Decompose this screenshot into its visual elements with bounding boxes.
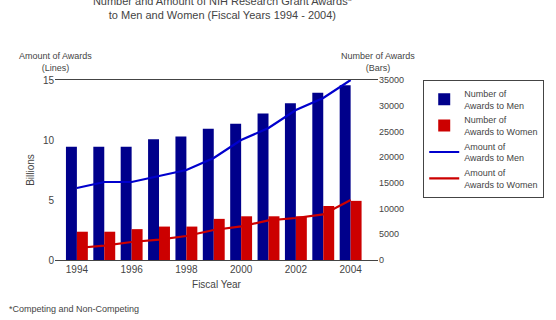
svg-text:15000: 15000	[379, 178, 404, 188]
svg-text:1996: 1996	[121, 264, 144, 275]
svg-text:10: 10	[43, 135, 55, 146]
svg-text:1998: 1998	[175, 264, 198, 275]
svg-text:2002: 2002	[285, 264, 308, 275]
svg-text:0: 0	[48, 255, 54, 266]
svg-text:Billions: Billions	[25, 154, 36, 186]
svg-text:2000: 2000	[230, 264, 253, 275]
svg-text:Amount of Awards(Lines): Amount of Awards(Lines)	[19, 51, 92, 73]
svg-text:15: 15	[43, 75, 55, 86]
svg-text:0: 0	[379, 255, 384, 265]
svg-text:20000: 20000	[379, 152, 404, 162]
svg-text:Amount ofAwards to Women: Amount ofAwards to Women	[464, 168, 537, 190]
svg-text:5: 5	[48, 195, 54, 206]
svg-text:5000: 5000	[379, 229, 399, 239]
svg-text:Fiscal Year: Fiscal Year	[192, 279, 242, 290]
svg-text:Number of Awards(Bars): Number of Awards(Bars)	[341, 51, 415, 73]
svg-text:25000: 25000	[379, 127, 404, 137]
svg-text:2004: 2004	[340, 264, 363, 275]
svg-text:*Competing and Non-Competing: *Competing and Non-Competing	[9, 304, 139, 314]
svg-text:1994: 1994	[66, 264, 89, 275]
svg-text:Number ofAwards to Men: Number ofAwards to Men	[464, 89, 524, 111]
svg-text:Number and Amount of NIH Resea: Number and Amount of NIH Research Grant …	[93, 0, 353, 21]
svg-text:30000: 30000	[379, 101, 404, 111]
svg-text:Amount ofAwards to Men: Amount ofAwards to Men	[464, 142, 524, 164]
svg-text:35000: 35000	[379, 75, 404, 85]
svg-text:10000: 10000	[379, 204, 404, 214]
svg-text:Number ofAwards to Women: Number ofAwards to Women	[464, 115, 537, 137]
